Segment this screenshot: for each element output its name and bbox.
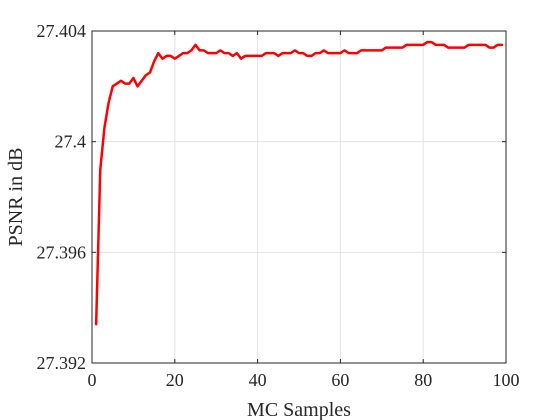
y-tick-label: 27.392 xyxy=(37,353,87,373)
y-tick-label: 27.404 xyxy=(37,21,87,41)
y-tick-label: 27.396 xyxy=(37,242,87,262)
axis-ticks: 0 20 40 60 80 100 27.392 27.396 27.4 27.404 xyxy=(37,21,520,390)
y-tick-label: 27.4 xyxy=(55,132,87,152)
plot-frame xyxy=(91,30,507,364)
x-tick-label: 80 xyxy=(414,370,432,390)
x-tick-label: 100 xyxy=(493,370,520,390)
y-axis-label: PSNR in dB xyxy=(5,148,27,247)
series-line-0 xyxy=(94,40,504,326)
x-axis-label: MC Samples xyxy=(247,399,351,420)
x-tick-label: 0 xyxy=(88,370,97,390)
x-tick-label: 60 xyxy=(331,370,349,390)
x-tick-label: 20 xyxy=(166,370,184,390)
series-layer xyxy=(94,40,504,326)
grid-lines xyxy=(91,30,507,364)
x-tick-label: 40 xyxy=(249,370,267,390)
